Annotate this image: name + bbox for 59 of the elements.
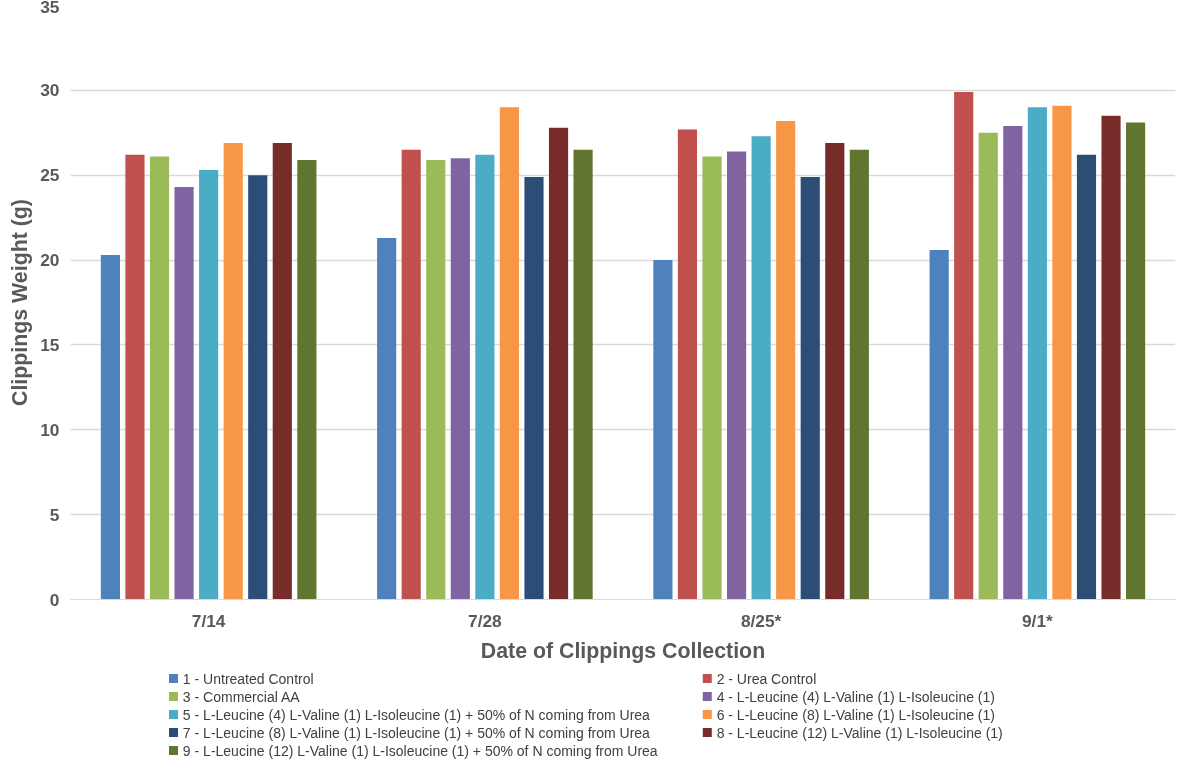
y-tick-label: 25 — [40, 165, 60, 186]
legend-label: 3 - Commercial AA — [182, 688, 301, 705]
bar — [978, 132, 998, 600]
bar — [954, 92, 974, 600]
bar — [726, 151, 747, 600]
bar — [800, 176, 820, 600]
bar — [653, 260, 673, 600]
y-tick-label: 15 — [40, 334, 60, 355]
bar — [1076, 154, 1097, 600]
legend-label: 7 - L-Leucine (8) L-Valine (1) L-Isoleucine (1) + 50% of N coming from Urea — [182, 724, 651, 741]
bar — [573, 149, 593, 600]
x-tick-label: 7/28 — [468, 610, 503, 631]
bar — [825, 142, 845, 600]
bar — [1027, 107, 1047, 600]
bar — [776, 120, 796, 600]
legend-label: 6 - L-Leucine (8) L-Valine (1) L-Isoleucine (1) — [716, 706, 995, 723]
bar — [426, 159, 446, 600]
y-tick-label: 35 — [40, 0, 60, 17]
bar — [125, 154, 145, 600]
legend-label: 8 - L-Leucine (12) L-Valine (1) L-Isoleucine (1) — [716, 724, 1003, 741]
bar — [100, 254, 120, 600]
bar — [499, 107, 520, 600]
bar — [702, 156, 722, 600]
bar — [929, 249, 949, 600]
y-tick-label: 0 — [49, 589, 60, 610]
y-tick-label: 10 — [40, 419, 60, 440]
x-axis-title: Date of Clippings Collection — [480, 638, 766, 663]
bar — [174, 187, 194, 600]
legend-label: 4 - L-Leucine (4) L-Valine (1) L-Isoleucine (1) — [716, 688, 995, 705]
bar — [450, 158, 470, 600]
x-tick-label: 8/25* — [740, 610, 782, 631]
x-tick-label: 9/1* — [1021, 610, 1054, 631]
y-tick-label: 5 — [49, 504, 60, 525]
bar — [272, 142, 292, 600]
bar — [199, 170, 219, 600]
bar — [223, 142, 243, 600]
legend-label: 5 - L-Leucine (4) L-Valine (1) L-Isoleucine (1) + 50% of N coming from Urea — [182, 706, 651, 723]
bar — [401, 149, 421, 600]
bar — [149, 156, 170, 600]
y-axis-title: Clippings Weight (g) — [8, 199, 33, 406]
bar — [475, 154, 495, 600]
legend-label: 1 - Untreated Control — [182, 670, 314, 687]
bar — [1126, 122, 1146, 600]
bar — [297, 159, 317, 600]
x-tick-label: 7/14 — [191, 610, 226, 631]
legend-label: 9 - L-Leucine (12) L-Valine (1) L-Isoleucine (1) + 50% of N coming from Urea — [182, 742, 658, 759]
bar — [1101, 115, 1121, 600]
bar — [751, 136, 771, 600]
bar — [849, 149, 869, 600]
bar — [524, 176, 544, 600]
y-tick-label: 30 — [40, 80, 60, 101]
bar — [548, 127, 569, 600]
bar — [677, 129, 698, 600]
y-tick-label: 20 — [40, 250, 60, 271]
bar — [1052, 105, 1072, 600]
bar — [1003, 126, 1023, 600]
legend-label: 2 - Urea Control — [716, 670, 817, 687]
bar — [377, 238, 397, 600]
bar — [248, 175, 268, 600]
